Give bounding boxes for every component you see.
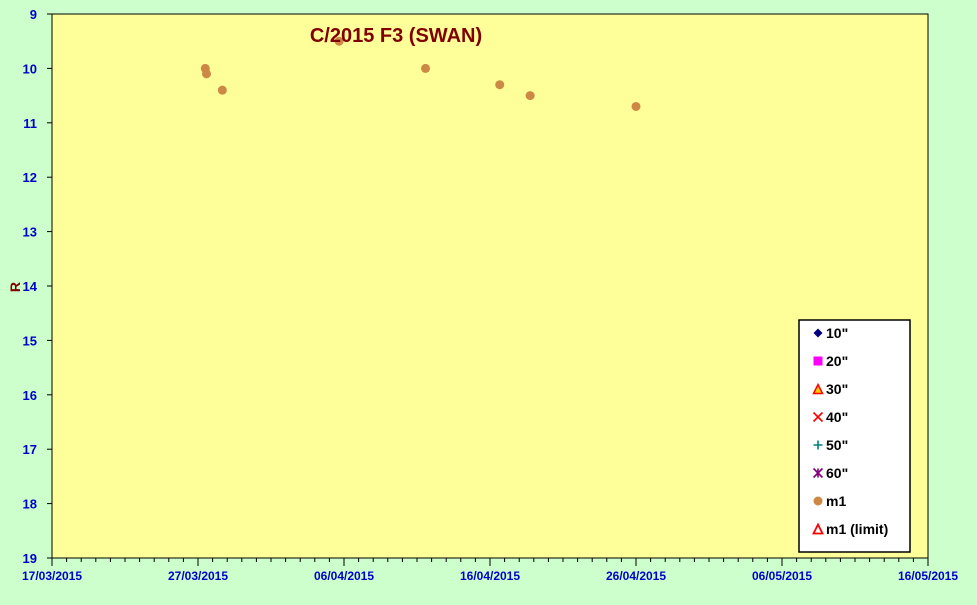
- legend-marker: [813, 356, 823, 366]
- legend-label: 60": [826, 465, 848, 481]
- legend-marker: [812, 522, 824, 535]
- legend-label: 10": [826, 325, 848, 341]
- legend-box: [798, 319, 911, 553]
- y-tick-label: 19: [23, 551, 37, 566]
- data-point: [525, 91, 535, 101]
- legend-marker: [812, 467, 824, 479]
- data-point: [217, 85, 227, 95]
- x-tick-label: 16/05/2015: [898, 569, 958, 583]
- y-tick-label: 14: [23, 279, 38, 294]
- x-tick-label: 16/04/2015: [460, 569, 520, 583]
- legend-label: m1 (limit): [826, 521, 888, 537]
- y-tick-label: 10: [23, 61, 37, 76]
- x-tick-label: 06/05/2015: [752, 569, 812, 583]
- data-point: [495, 80, 505, 90]
- y-tick-label: 15: [23, 333, 37, 348]
- legend-label: m1: [826, 493, 846, 509]
- y-tick-label: 12: [23, 170, 37, 185]
- y-tick-label: 13: [23, 225, 37, 240]
- legend-label: 30": [826, 381, 848, 397]
- legend-marker: [812, 382, 824, 395]
- x-tick-label: 17/03/2015: [22, 569, 82, 583]
- data-point: [202, 69, 212, 79]
- x-tick-label: 06/04/2015: [314, 569, 374, 583]
- y-tick-label: 9: [30, 7, 37, 22]
- legend-marker: [813, 328, 823, 338]
- y-axis-label: R: [7, 282, 23, 292]
- y-tick-label: 18: [23, 497, 37, 512]
- data-point: [334, 36, 344, 46]
- legend-label: 40": [826, 409, 848, 425]
- legend-marker: [813, 440, 823, 450]
- legend-marker: [812, 411, 824, 423]
- legend-marker: [813, 496, 823, 506]
- data-point: [421, 63, 431, 73]
- y-tick-label: 16: [23, 388, 37, 403]
- y-tick-label: 11: [23, 116, 37, 131]
- y-tick-label: 17: [23, 442, 37, 457]
- x-tick-label: 27/03/2015: [168, 569, 228, 583]
- plot-area: [51, 13, 929, 559]
- legend-label: 50": [826, 437, 848, 453]
- x-tick-label: 26/04/2015: [606, 569, 666, 583]
- data-point: [631, 101, 641, 111]
- legend-label: 20": [826, 353, 848, 369]
- chart-title: C/2015 F3 (SWAN): [310, 25, 482, 47]
